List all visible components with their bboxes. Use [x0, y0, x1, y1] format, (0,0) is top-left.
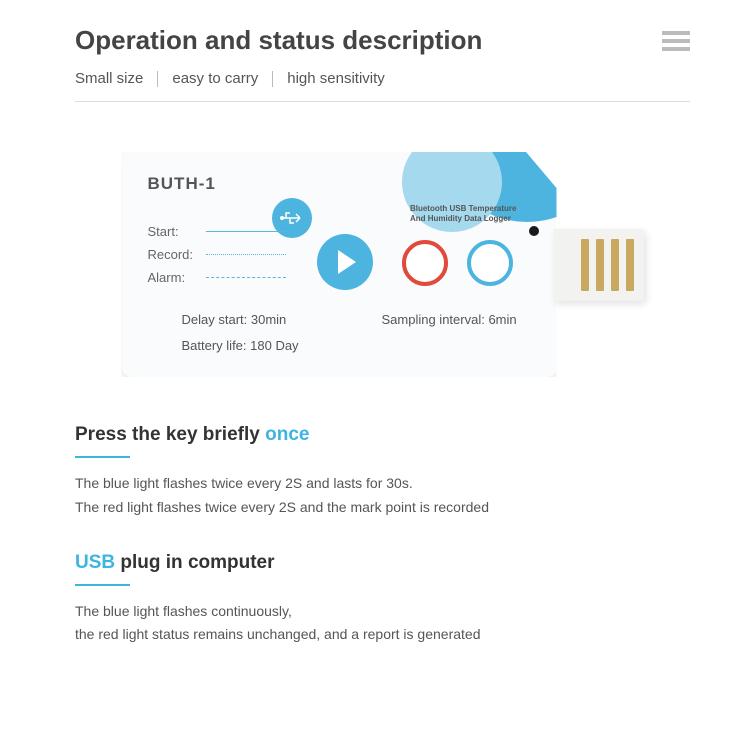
feature-item: easy to carry [172, 70, 258, 87]
status-start-label: Start: [148, 224, 206, 239]
feature-item: Small size [75, 70, 143, 87]
body-line: the red light status remains unchanged, … [75, 623, 690, 647]
heading-accent: USB [75, 552, 115, 573]
section-heading: Press the key briefly once [75, 424, 690, 446]
sensor-icon [529, 226, 539, 236]
line-dashed-icon [206, 277, 286, 278]
accent-underline [75, 584, 130, 586]
spec-sampling: Sampling interval: 6min [382, 312, 517, 327]
section-heading: USB plug in computer [75, 552, 690, 574]
spec-delay: Delay start: 30min [182, 312, 287, 327]
body-line: The blue light flashes twice every 2S an… [75, 472, 690, 496]
subtitle-line: And Humidity Data Logger [410, 214, 517, 224]
device-body: BUTH-1 Bluetooth USB Temperature And Hum… [122, 152, 557, 377]
subtitle-line: Bluetooth USB Temperature [410, 204, 517, 214]
status-record-label: Record: [148, 247, 206, 262]
device-subtitle: Bluetooth USB Temperature And Humidity D… [410, 204, 517, 225]
separator [272, 71, 273, 87]
line-solid-icon [206, 231, 286, 232]
separator [157, 71, 158, 87]
model-label: BUTH-1 [148, 174, 216, 194]
feature-item: high sensitivity [287, 70, 385, 87]
section-usb-plug: USB plug in computer The blue light flas… [75, 552, 690, 648]
status-alarm-label: Alarm: [148, 270, 206, 285]
usb-connector-icon [554, 229, 644, 301]
heading-text: Press the key briefly [75, 424, 265, 445]
body-line: The red light flashes twice every 2S and… [75, 496, 690, 520]
section-press-key: Press the key briefly once The blue ligh… [75, 424, 690, 520]
accent-underline [75, 456, 130, 458]
line-dotted-icon [206, 254, 286, 255]
spec-battery: Battery life: 180 Day [182, 338, 299, 353]
page-container: Operation and status description Small s… [0, 0, 750, 677]
page-title: Operation and status description [75, 25, 482, 56]
divider [75, 101, 690, 102]
body-line: The blue light flashes continuously, [75, 600, 690, 624]
feature-list: Small size easy to carry high sensitivit… [75, 70, 690, 87]
status-legend: Start: Record: Alarm: [148, 224, 286, 293]
menu-icon[interactable] [662, 31, 690, 51]
heading-text: plug in computer [115, 552, 274, 573]
play-button-icon [317, 234, 373, 290]
heading-accent: once [265, 424, 309, 445]
header: Operation and status description [75, 25, 690, 56]
blue-ring-icon [467, 240, 513, 286]
device-illustration: BUTH-1 Bluetooth USB Temperature And Hum… [75, 147, 690, 382]
red-ring-icon [402, 240, 448, 286]
